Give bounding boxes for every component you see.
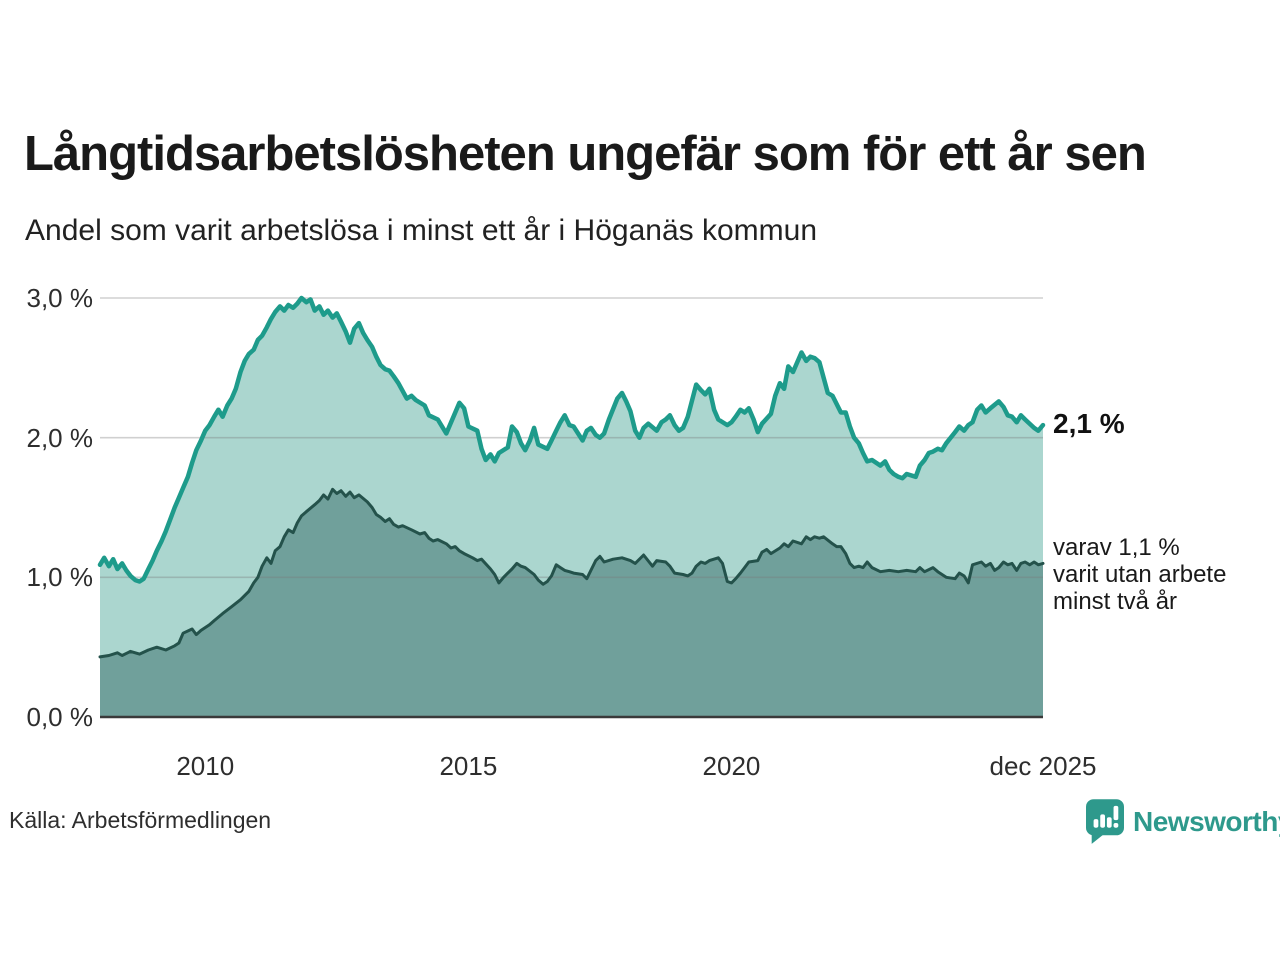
newsworthy-logo-icon [1086,799,1124,844]
secondary-value-line1: varav 1,1 % [1053,534,1180,562]
series-area [100,489,1043,717]
secondary-value-label: varav 1,1 % varit utan arbete minst två … [1053,534,1226,615]
secondary-value-line3: minst två år [1053,588,1178,616]
end-value-text: 2,1 % [1053,407,1125,439]
series-line [97,295,1046,584]
end-value-label: 2,1 % [1053,408,1125,440]
series-line [98,487,1045,659]
newsworthy-logo: Newsworthy [1086,799,1280,845]
chart-subtitle: Andel som varit arbetslösa i minst ett å… [25,214,817,247]
secondary-value-line2: varit utan arbete [1053,561,1227,589]
source-note: Källa: Arbetsförmedlingen [9,807,272,833]
newsworthy-logo-text: Newsworthy [1133,806,1280,837]
chart-title: Långtidsarbetslösheten ungefär som för e… [24,127,1147,181]
